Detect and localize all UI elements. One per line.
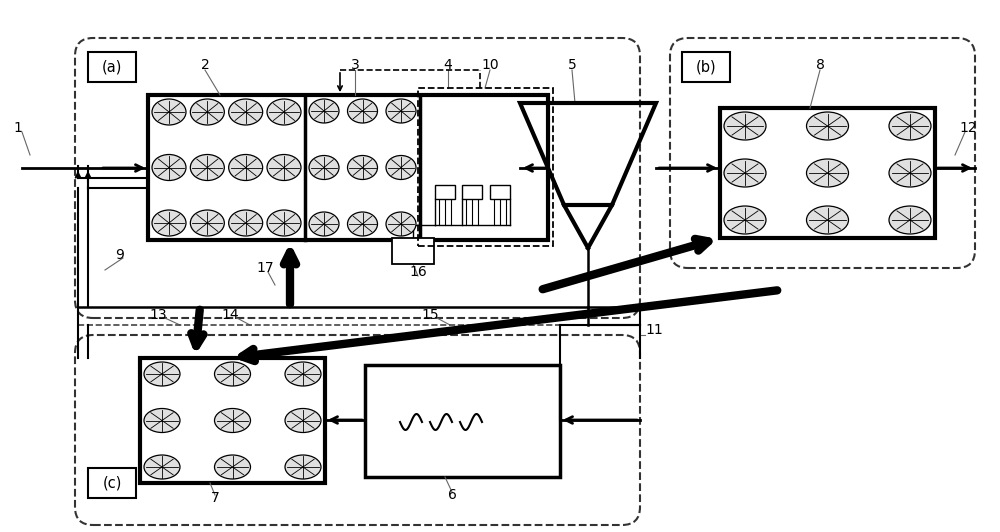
Ellipse shape (229, 154, 263, 180)
Ellipse shape (190, 210, 224, 236)
Text: 6: 6 (448, 488, 456, 502)
Text: 11: 11 (645, 323, 663, 337)
Bar (88, 468, 136, 498)
Ellipse shape (267, 99, 301, 125)
Text: 17: 17 (256, 261, 274, 275)
Text: (a): (a) (102, 60, 122, 74)
Bar (365, 365, 560, 477)
Bar (148, 95, 548, 240)
Ellipse shape (214, 409, 250, 433)
Text: 7: 7 (211, 491, 219, 505)
Ellipse shape (724, 159, 766, 187)
Ellipse shape (190, 154, 224, 180)
Text: (b): (b) (696, 60, 716, 74)
Ellipse shape (806, 112, 848, 140)
Ellipse shape (806, 159, 848, 187)
Ellipse shape (309, 212, 339, 236)
Text: 15: 15 (421, 308, 439, 322)
Ellipse shape (348, 99, 378, 123)
Ellipse shape (214, 455, 250, 479)
Bar (140, 358, 325, 483)
Ellipse shape (144, 455, 180, 479)
Ellipse shape (152, 210, 186, 236)
Bar (682, 52, 730, 82)
Ellipse shape (267, 210, 301, 236)
Ellipse shape (285, 455, 321, 479)
Ellipse shape (267, 154, 301, 180)
Ellipse shape (348, 155, 378, 179)
Bar (490, 185, 510, 199)
Ellipse shape (806, 206, 848, 234)
Text: (c): (c) (102, 476, 122, 491)
Ellipse shape (214, 362, 250, 386)
Bar (418, 88, 553, 246)
Text: 8: 8 (816, 58, 824, 72)
Ellipse shape (724, 112, 766, 140)
Ellipse shape (144, 409, 180, 433)
Text: 9: 9 (116, 248, 124, 262)
Ellipse shape (309, 155, 339, 179)
Ellipse shape (386, 99, 416, 123)
Ellipse shape (889, 206, 931, 234)
Text: 1: 1 (14, 121, 22, 135)
Text: 3: 3 (351, 58, 359, 72)
Ellipse shape (889, 112, 931, 140)
Bar (462, 185, 482, 199)
Text: 14: 14 (221, 308, 239, 322)
Ellipse shape (309, 99, 339, 123)
Ellipse shape (152, 154, 186, 180)
Ellipse shape (889, 159, 931, 187)
Text: 12: 12 (959, 121, 977, 135)
Ellipse shape (144, 362, 180, 386)
Bar (720, 108, 935, 238)
Ellipse shape (724, 206, 766, 234)
Text: 16: 16 (409, 265, 427, 279)
Text: 13: 13 (149, 308, 167, 322)
Ellipse shape (285, 409, 321, 433)
Ellipse shape (348, 212, 378, 236)
Ellipse shape (152, 99, 186, 125)
Ellipse shape (386, 212, 416, 236)
Text: 2: 2 (201, 58, 209, 72)
Ellipse shape (229, 210, 263, 236)
Ellipse shape (229, 99, 263, 125)
Ellipse shape (190, 99, 224, 125)
Text: 5: 5 (568, 58, 576, 72)
Bar (435, 185, 455, 199)
Ellipse shape (386, 155, 416, 179)
Bar (392, 238, 434, 264)
Text: 10: 10 (481, 58, 499, 72)
Ellipse shape (285, 362, 321, 386)
Text: 4: 4 (444, 58, 452, 72)
Bar (88, 52, 136, 82)
